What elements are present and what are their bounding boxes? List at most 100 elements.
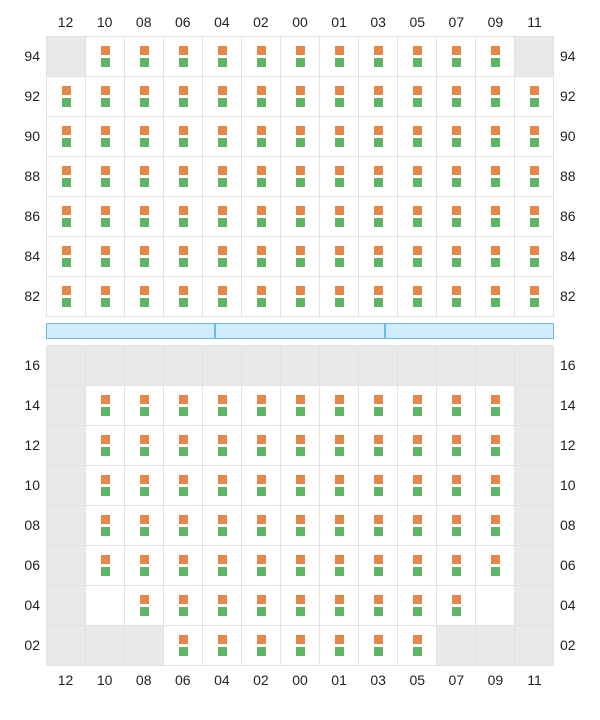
marker-green <box>413 58 422 67</box>
marker-orange <box>62 126 71 135</box>
grid-cell <box>437 197 476 237</box>
grid-cell <box>86 117 125 157</box>
marker-orange <box>257 475 266 484</box>
grid-cell <box>86 37 125 77</box>
grid-cell <box>203 237 242 277</box>
grid-cell <box>86 586 125 626</box>
marker-green <box>530 298 539 307</box>
grid-cell <box>476 37 515 77</box>
row-label: 04 <box>14 585 46 625</box>
marker-green <box>374 218 383 227</box>
row-label: 82 <box>14 276 46 316</box>
grid-cell <box>398 77 437 117</box>
grid-cell <box>398 237 437 277</box>
marker-green <box>218 447 227 456</box>
grid-cell <box>437 277 476 317</box>
marker-green <box>413 298 422 307</box>
marker-green <box>491 527 500 536</box>
marker-green <box>62 178 71 187</box>
marker-green <box>452 258 461 267</box>
grid-cell <box>437 546 476 586</box>
marker-green <box>413 98 422 107</box>
grid-cell <box>47 77 86 117</box>
marker-green <box>491 298 500 307</box>
marker-green <box>257 178 266 187</box>
marker-orange <box>335 166 344 175</box>
grid-cell <box>515 117 554 157</box>
marker-orange <box>101 475 110 484</box>
marker-orange <box>218 515 227 524</box>
grid-cell <box>398 386 437 426</box>
marker-green <box>101 98 110 107</box>
marker-orange <box>218 286 227 295</box>
marker-orange <box>62 166 71 175</box>
marker-orange <box>101 555 110 564</box>
grid-cell <box>398 157 437 197</box>
marker-green <box>530 138 539 147</box>
grid-cell <box>125 346 164 386</box>
marker-green <box>101 447 110 456</box>
grid-cell <box>164 197 203 237</box>
grid-cell <box>242 77 281 117</box>
marker-orange <box>257 246 266 255</box>
marker-green <box>530 258 539 267</box>
marker-orange <box>452 126 461 135</box>
col-label: 07 <box>437 14 476 30</box>
marker-orange <box>296 286 305 295</box>
marker-orange <box>413 46 422 55</box>
marker-orange <box>62 206 71 215</box>
grid-cell <box>437 77 476 117</box>
marker-orange <box>452 166 461 175</box>
grid-cell <box>125 117 164 157</box>
marker-green <box>101 298 110 307</box>
row-label: 82 <box>554 276 586 316</box>
marker-green <box>452 218 461 227</box>
marker-green <box>374 487 383 496</box>
marker-green <box>296 527 305 536</box>
grid-cell <box>164 237 203 277</box>
grid-cell <box>47 346 86 386</box>
marker-green <box>257 298 266 307</box>
marker-green <box>374 178 383 187</box>
marker-orange <box>491 435 500 444</box>
grid-cell <box>242 157 281 197</box>
marker-green <box>335 218 344 227</box>
grid-cell <box>515 626 554 666</box>
grid-cell <box>359 346 398 386</box>
marker-orange <box>257 595 266 604</box>
bottom-column-labels: 12100806040200010305070911 <box>46 672 554 688</box>
grid-cell <box>515 426 554 466</box>
grid-cell <box>86 386 125 426</box>
marker-orange <box>413 515 422 524</box>
marker-green <box>257 218 266 227</box>
marker-orange <box>491 246 500 255</box>
marker-orange <box>413 435 422 444</box>
grid-cell <box>125 426 164 466</box>
marker-orange <box>452 555 461 564</box>
marker-green <box>413 567 422 576</box>
grid-cell <box>47 386 86 426</box>
grid-cell <box>398 626 437 666</box>
grid-cell <box>359 586 398 626</box>
marker-green <box>452 447 461 456</box>
col-label: 01 <box>320 672 359 688</box>
grid-cell <box>164 77 203 117</box>
marker-green <box>257 607 266 616</box>
marker-green <box>374 567 383 576</box>
marker-green <box>140 98 149 107</box>
marker-orange <box>101 206 110 215</box>
grid-cell <box>398 546 437 586</box>
grid-cell <box>125 586 164 626</box>
marker-green <box>374 138 383 147</box>
marker-green <box>374 407 383 416</box>
grid-cell <box>242 506 281 546</box>
marker-green <box>335 527 344 536</box>
marker-green <box>491 258 500 267</box>
marker-green <box>296 218 305 227</box>
marker-orange <box>218 475 227 484</box>
marker-orange <box>140 435 149 444</box>
marker-orange <box>101 286 110 295</box>
col-label: 08 <box>124 672 163 688</box>
grid-cell <box>359 197 398 237</box>
grid-cell <box>359 157 398 197</box>
